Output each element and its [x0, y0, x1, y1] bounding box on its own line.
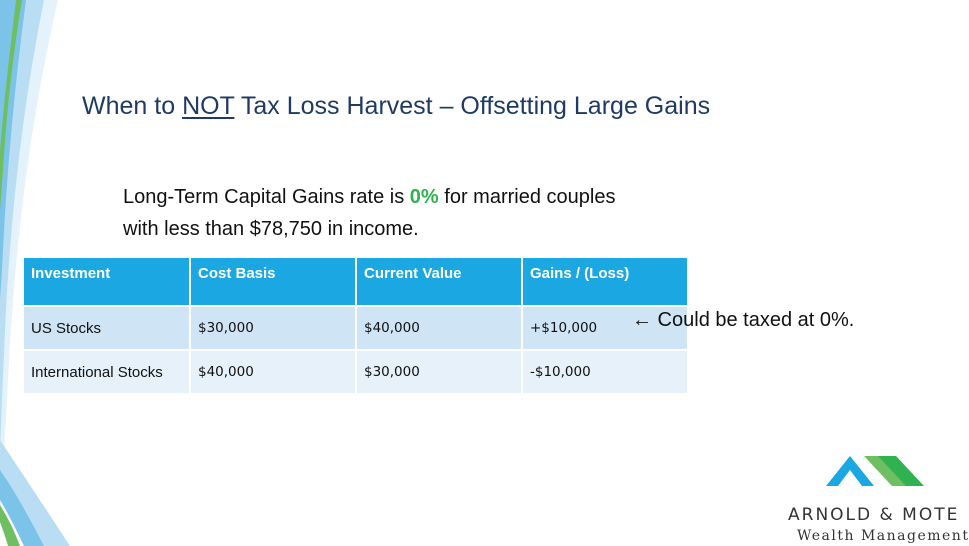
- header-cost-basis: Cost Basis: [190, 258, 357, 306]
- slide-title: When to NOT Tax Loss Harvest – Offsettin…: [82, 92, 711, 120]
- mountain-peaks-icon: [826, 456, 924, 486]
- table-header-row: Investment Cost Basis Current Value Gain…: [24, 258, 689, 306]
- header-investment: Investment: [24, 258, 191, 306]
- title-emphasis: NOT: [182, 92, 235, 120]
- logo-name: ARNOLD & MOTE: [788, 505, 960, 525]
- cell-loss: -$10,000: [522, 349, 689, 393]
- table-row: US Stocks $30,000 $40,000 +$10,000: [24, 305, 689, 350]
- header-current-value: Current Value: [356, 258, 523, 306]
- cell-cost-basis: $30,000: [190, 305, 357, 350]
- table-row: International Stocks $40,000 $30,000 -$1…: [24, 349, 689, 393]
- cell-investment: International Stocks: [24, 349, 191, 393]
- cell-current-value: $40,000: [356, 305, 523, 350]
- callout-note: ← Could be taxed at 0%.: [632, 309, 855, 331]
- intro-text: Long-Term Capital Gains rate is 0% for m…: [123, 186, 616, 240]
- cell-gain: +$10,000: [522, 305, 689, 350]
- logo-subtitle: Wealth Management: [797, 528, 969, 544]
- left-decoration: [0, 0, 70, 546]
- investment-table: Investment Cost Basis Current Value Gain…: [24, 258, 689, 393]
- cell-current-value: $30,000: [356, 349, 523, 393]
- header-gains-loss: Gains / (Loss): [522, 258, 689, 306]
- cell-investment: US Stocks: [24, 305, 191, 350]
- cell-cost-basis: $40,000: [190, 349, 357, 393]
- rate-highlight: 0%: [409, 186, 439, 208]
